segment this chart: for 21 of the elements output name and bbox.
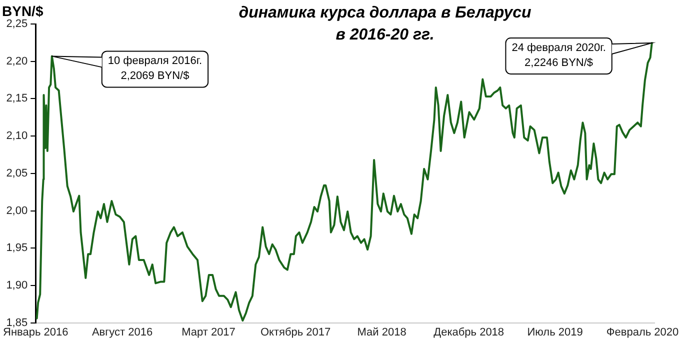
annotation: 24 февраля 2020г. 2,2246 BYN/$ <box>512 42 606 70</box>
y-tick-label: 1,95 <box>6 242 28 254</box>
y-tick-label: 2,15 <box>6 92 28 105</box>
x-tick-label: Май 2018 <box>357 326 406 338</box>
y-tick-label: 2,00 <box>6 204 28 217</box>
x-tick-label: Февраль 2020 <box>606 326 679 338</box>
y-tick-label: 2,05 <box>6 167 28 180</box>
annotation: 10 февраля 2016г. 2,2069 BYN/$ <box>108 55 202 82</box>
y-tick-label: 2,10 <box>6 130 28 142</box>
x-tick-label: Декабрь 2018 <box>434 326 504 338</box>
x-tick-label: Январь 2016 <box>3 326 68 338</box>
chart-title: динамика курса доллара в Беларуси в 2016-20 гг. <box>238 4 532 44</box>
y-tick-label: 2,20 <box>6 55 28 68</box>
x-tick-label: Октябрь 2017 <box>260 326 331 338</box>
x-tick-label: Август 2016 <box>92 326 153 338</box>
y-tick-label: 1,90 <box>6 279 28 292</box>
x-tick-label: Июль 2019 <box>527 326 583 338</box>
y-axis-title: BYN/$ <box>2 2 44 19</box>
x-tick-label: Март 2017 <box>182 326 236 338</box>
y-tick-label: 1,85 <box>6 316 28 329</box>
y-tick-label: 2,25 <box>6 18 28 30</box>
